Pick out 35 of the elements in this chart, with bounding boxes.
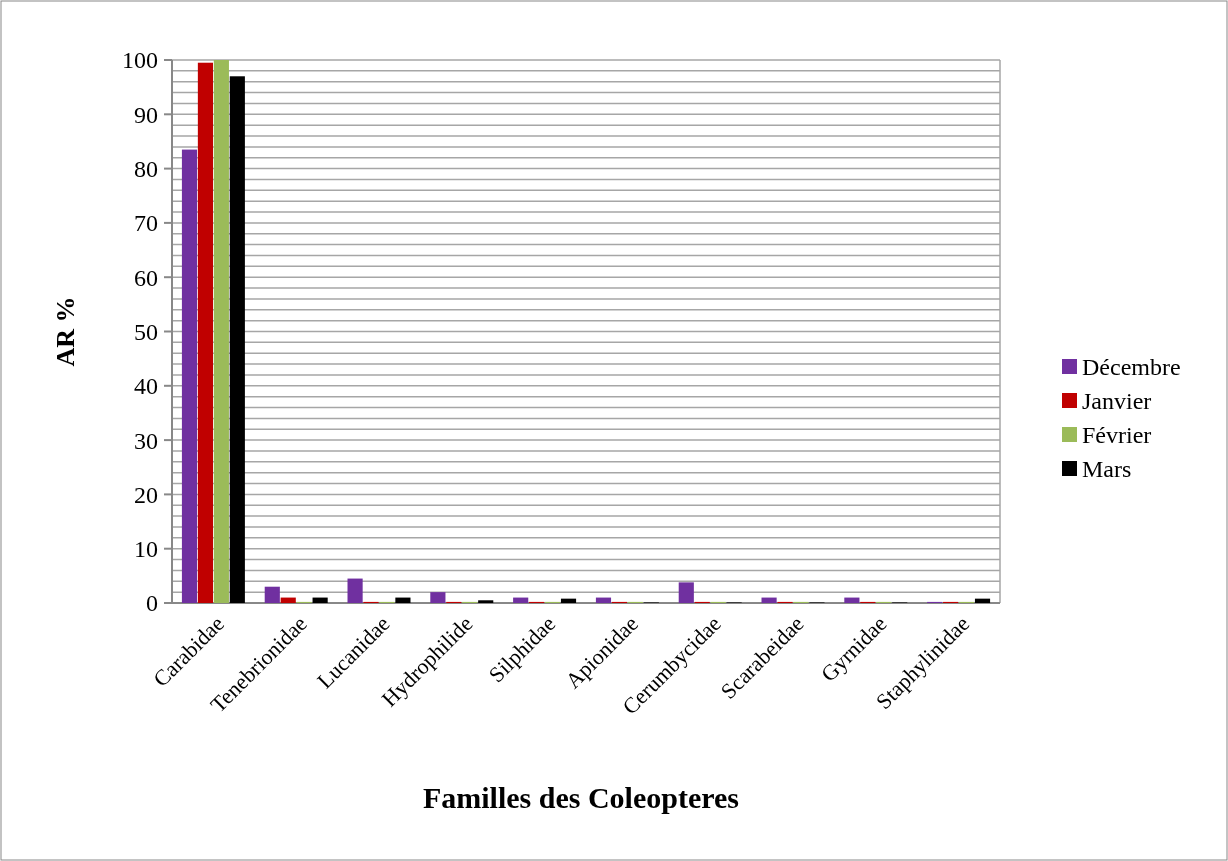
y-tick-label: 60 xyxy=(134,264,158,291)
bar xyxy=(347,578,363,603)
bar xyxy=(280,597,296,603)
bar xyxy=(197,62,213,603)
y-tick-label: 20 xyxy=(134,481,158,508)
bar xyxy=(761,597,777,603)
y-tick-label: 40 xyxy=(134,373,158,400)
y-tick-label: 0 xyxy=(146,590,158,617)
bar xyxy=(678,582,694,603)
bar xyxy=(181,149,198,603)
legend-label: Décembre xyxy=(1082,354,1181,381)
bar xyxy=(430,592,446,603)
bar xyxy=(844,597,860,603)
y-tick-label: 30 xyxy=(134,427,158,454)
y-tick-label: 50 xyxy=(134,318,158,345)
bar xyxy=(560,598,577,603)
bar xyxy=(229,76,245,603)
bar xyxy=(974,598,991,603)
bar xyxy=(213,60,229,603)
bar xyxy=(264,586,280,603)
y-axis-title: AR % xyxy=(51,296,80,367)
y-tick-label: 10 xyxy=(134,536,158,563)
y-tick-label: 90 xyxy=(134,101,158,128)
bar xyxy=(513,597,529,603)
y-tick-label: 100 xyxy=(122,47,158,74)
x-axis-title: Familles des Coleopteres xyxy=(422,781,740,814)
legend-label: Janvier xyxy=(1082,388,1152,415)
legend-label: Février xyxy=(1082,422,1152,449)
bar xyxy=(395,597,411,603)
y-tick-label: 70 xyxy=(134,210,158,237)
y-tick-label: 80 xyxy=(134,156,158,182)
legend-label: Mars xyxy=(1082,456,1132,483)
bar xyxy=(312,597,328,603)
bar xyxy=(478,600,494,603)
bar xyxy=(595,597,612,603)
